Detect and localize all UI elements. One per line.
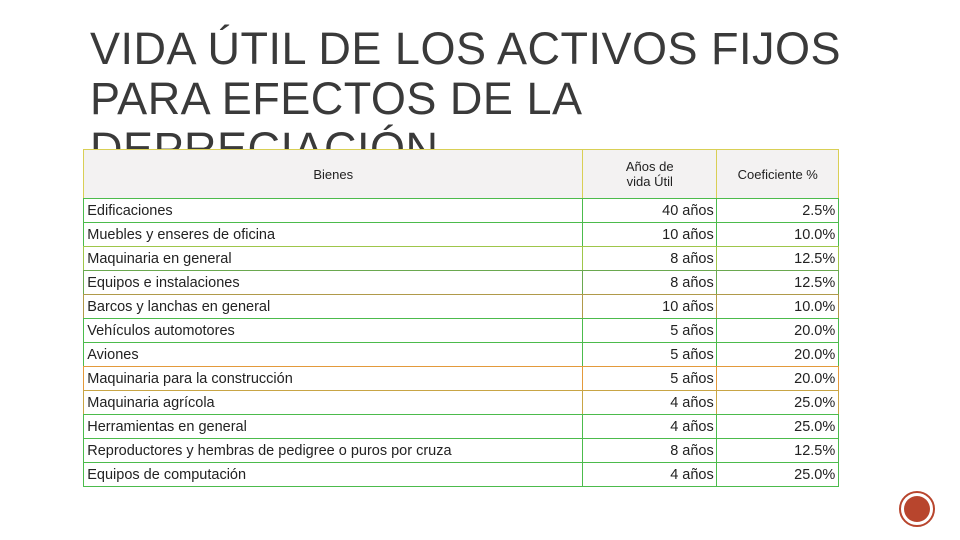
- table-cell: 12.5%: [716, 269, 840, 296]
- table-cell: Reproductores y hembras de pedigree o pu…: [83, 437, 584, 464]
- table-row: Edificaciones 40 años 2.5%: [83, 197, 843, 224]
- table-cell: Maquinaria agrícola: [83, 389, 584, 416]
- slide-icon: [899, 491, 935, 527]
- table-cell: 12.5%: [716, 437, 840, 464]
- table-row: Muebles y enseres de oficina 10 años 10.0%: [83, 221, 843, 248]
- header-cell: Coeficiente %: [716, 149, 840, 200]
- table-cell: 5 años: [581, 365, 718, 392]
- table-cell: Equipos de computación: [83, 461, 584, 488]
- table-cell: Maquinaria para la construcción: [83, 365, 584, 392]
- table-cell: 20.0%: [716, 317, 840, 344]
- table: Bienes Años de vida Útil Coeficiente % Edif…: [83, 149, 843, 488]
- table-cell: 5 años: [581, 317, 718, 344]
- table-row: Vehículos automotores 5 años 20.0%: [83, 317, 843, 344]
- table-cell: 40 años: [581, 197, 718, 224]
- table-cell: 25.0%: [716, 413, 840, 440]
- table-cell: 4 años: [581, 413, 718, 440]
- table-cell: 8 años: [581, 437, 718, 464]
- header-row: Bienes Años de vida Útil Coeficiente %: [83, 149, 843, 200]
- table-cell: 10.0%: [716, 221, 840, 248]
- slide-title: VIDA ÚTIL DE LOS ACTIVOS FIJOS PARA EFEC…: [90, 23, 842, 174]
- icon-core: [904, 496, 930, 522]
- table-cell: Muebles y enseres de oficina: [83, 221, 584, 248]
- table-cell: 4 años: [581, 461, 718, 488]
- table-cell: Edificaciones: [83, 197, 584, 224]
- table-row: Equipos de computación 4 años 25.0%: [83, 461, 843, 488]
- table-cell: 25.0%: [716, 461, 840, 488]
- table-row: Reproductores y hembras de pedigree o pu…: [83, 437, 843, 464]
- header-cell: Bienes: [83, 149, 584, 200]
- table-cell: 4 años: [581, 389, 718, 416]
- table-row: Maquinaria agrícola 4 años 25.0%: [83, 389, 843, 416]
- table-cell: 25.0%: [716, 389, 840, 416]
- table-cell: Barcos y lanchas en general: [83, 293, 584, 320]
- table-row: Barcos y lanchas en general 10 años 10.0%: [83, 293, 843, 320]
- table-cell: Vehículos automotores: [83, 317, 584, 344]
- table-row: Maquinaria en general 8 años 12.5%: [83, 245, 843, 272]
- table-cell: 2.5%: [716, 197, 840, 224]
- table-cell: 8 años: [581, 269, 718, 296]
- table-cell: 5 años: [581, 341, 718, 368]
- table-row: Maquinaria para la construcción 5 años 20.…: [83, 365, 843, 392]
- table-cell: Equipos e instalaciones: [83, 269, 584, 296]
- header-cell: Años de vida Útil: [581, 149, 718, 200]
- table-cell: 10.0%: [716, 293, 840, 320]
- table-cell: 12.5%: [716, 245, 840, 272]
- table-cell: 20.0%: [716, 365, 840, 392]
- table-cell: Aviones: [83, 341, 584, 368]
- table-cell: 8 años: [581, 245, 718, 272]
- table-row: Herramientas en general 4 años 25.0%: [83, 413, 843, 440]
- table-cell: Maquinaria en general: [83, 245, 584, 272]
- table-cell: Herramientas en general: [83, 413, 584, 440]
- table-cell: 10 años: [581, 293, 718, 320]
- table-row: Aviones 5 años 20.0%: [83, 341, 843, 368]
- table-row: Equipos e instalaciones 8 años 12.5%: [83, 269, 843, 296]
- table-cell: 10 años: [581, 221, 718, 248]
- table-cell: 20.0%: [716, 341, 840, 368]
